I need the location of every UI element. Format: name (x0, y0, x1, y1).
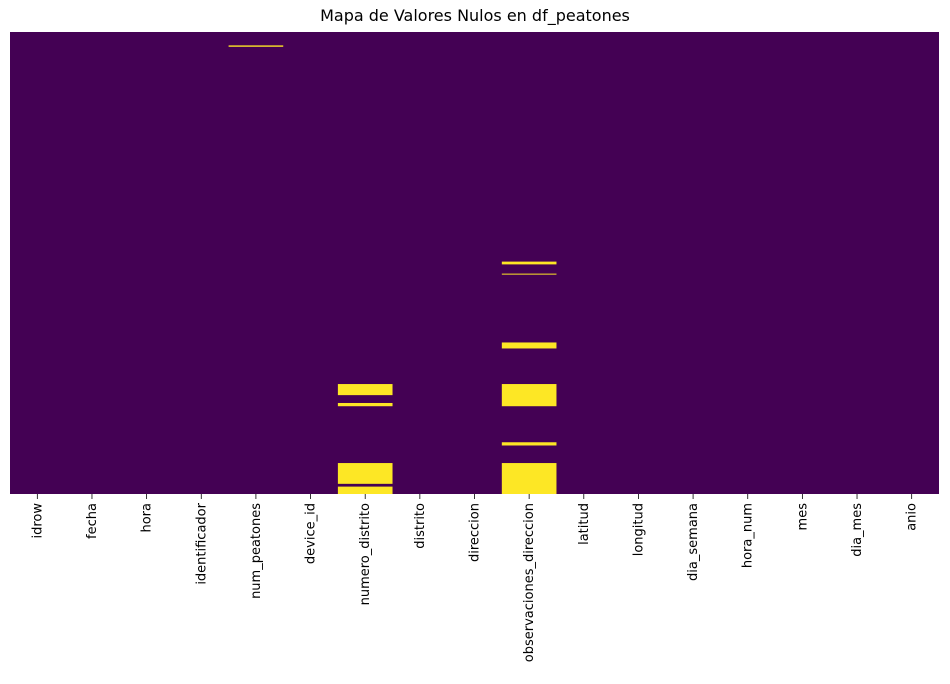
missing-segment-observaciones_direccion (501, 442, 557, 446)
x-tick-label-longitud: longitud (631, 503, 646, 556)
missing-segment-observaciones_direccion (501, 261, 557, 265)
x-tick-label-device_id: device_id (304, 503, 319, 564)
x-tick-label-observaciones_direccion: observaciones_direccion (522, 503, 537, 662)
chart-title: Mapa de Valores Nulos en df_peatones (320, 6, 630, 25)
missing-segment-observaciones_direccion (501, 384, 557, 407)
x-tick-label-distrito: distrito (413, 503, 428, 549)
missing-segment-numero_distrito (337, 384, 393, 396)
missing-segments (228, 45, 557, 494)
x-tick-label-numero_distrito: numero_distrito (358, 503, 373, 605)
x-tick-label-identificador: identificador (194, 502, 209, 584)
x-tick-label-idrow: idrow (30, 503, 45, 539)
missing-segment-num_peatones (228, 45, 284, 47)
missing-segment-observaciones_direccion (501, 273, 557, 275)
missing-segment-numero_distrito (337, 486, 393, 494)
x-tick-label-hora: hora (140, 503, 155, 533)
x-axis-ticks: idrow fecha hora identificador num_peatones d… (30, 494, 920, 662)
x-tick-label-latitud: latitud (577, 503, 592, 545)
missing-segment-numero_distrito (337, 463, 393, 484)
x-tick-label-dia_semana: dia_semana (686, 503, 701, 581)
x-tick-label-hora_num: hora_num (741, 503, 756, 568)
x-tick-label-anio: anio (905, 503, 920, 531)
x-tick-label-num_peatones: num_peatones (249, 503, 264, 599)
x-tick-label-direccion: direccion (468, 503, 483, 562)
x-tick-label-fecha: fecha (85, 503, 100, 539)
x-tick-label-dia_mes: dia_mes (850, 503, 865, 557)
missing-segment-numero_distrito (337, 402, 393, 407)
x-tick-label-mes: mes (795, 503, 810, 531)
missing-segment-observaciones_direccion (501, 342, 557, 349)
missing-segment-observaciones_direccion (501, 463, 557, 494)
heatmap-background (10, 32, 939, 494)
